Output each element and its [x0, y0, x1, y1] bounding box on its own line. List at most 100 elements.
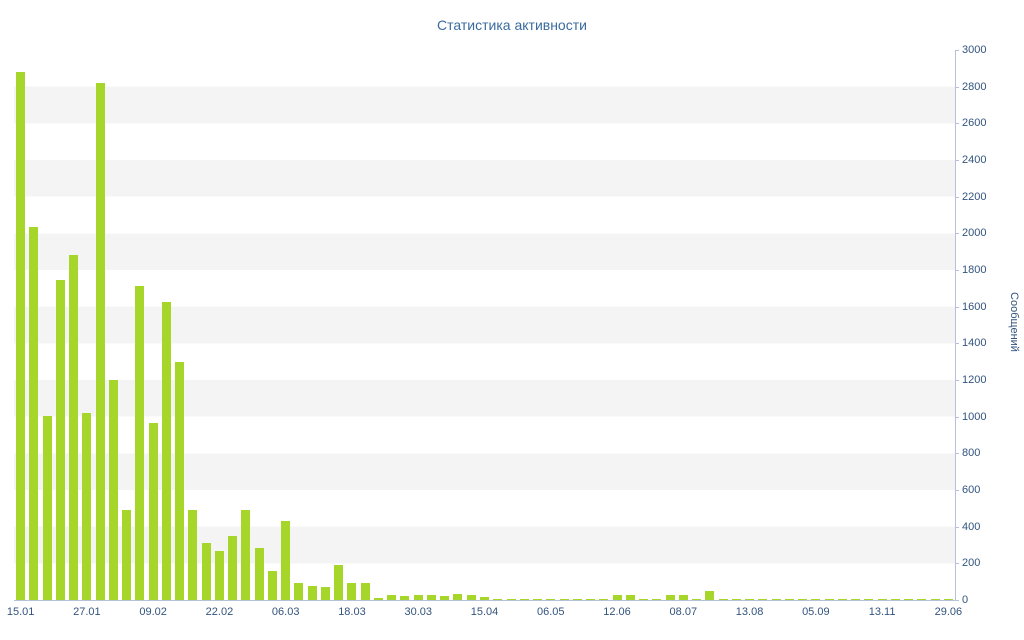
y-tick-label: 0 — [962, 594, 969, 606]
bar — [533, 599, 542, 600]
y-tick-label: 400 — [962, 520, 981, 533]
bar — [572, 599, 582, 600]
bar — [294, 582, 304, 600]
y-tick-label: 600 — [962, 484, 981, 496]
bar — [373, 598, 383, 600]
bar — [16, 72, 26, 600]
y-tick-mark — [955, 160, 959, 161]
x-tick-label: 15.04 — [470, 606, 499, 618]
x-tick-label: 05.09 — [802, 606, 830, 618]
bar — [42, 415, 52, 600]
y-tick-mark — [955, 270, 959, 271]
bar — [718, 599, 728, 600]
bar — [241, 510, 251, 600]
bar — [652, 598, 662, 600]
chart-title: Статистика активности — [437, 17, 587, 33]
x-tick-label: 13.11 — [868, 606, 896, 618]
bar — [320, 587, 330, 600]
bar — [625, 595, 635, 600]
bar — [546, 598, 556, 600]
bar — [55, 280, 65, 600]
bar — [188, 510, 198, 600]
y-tick-mark — [955, 526, 959, 528]
y-tick-mark — [955, 380, 959, 381]
bar — [665, 594, 675, 600]
y-tick-label: 1600 — [962, 300, 987, 313]
bar — [599, 599, 609, 600]
bar — [798, 599, 808, 600]
bar — [135, 285, 145, 600]
bar — [307, 586, 317, 600]
bar — [493, 598, 503, 600]
bar — [864, 599, 874, 600]
bar — [851, 599, 861, 600]
bar — [519, 598, 529, 600]
x-tick-label: 15.01 — [6, 606, 35, 618]
x-tick-label: 29.06 — [934, 606, 963, 618]
bar — [426, 594, 436, 600]
bar — [201, 543, 211, 600]
bar — [771, 599, 781, 600]
bar — [811, 599, 821, 600]
y-tick-label: 1200 — [962, 374, 987, 386]
bar — [612, 594, 622, 600]
y-tick-mark — [955, 196, 959, 198]
bar — [943, 599, 953, 600]
bar — [506, 599, 516, 600]
y-tick-mark — [955, 563, 959, 565]
x-tick-label: 12.06 — [603, 606, 631, 618]
x-tick-label: 13.08 — [735, 606, 764, 618]
y-tick-mark — [955, 306, 959, 308]
y-tick-label: 1800 — [962, 264, 987, 276]
bar — [175, 361, 185, 600]
x-tick-label: 06.03 — [271, 606, 300, 618]
x-tick-label: 18.03 — [338, 606, 366, 618]
y-tick-label: 800 — [962, 447, 981, 460]
bar — [784, 599, 794, 600]
y-tick-mark — [955, 123, 959, 125]
bar — [148, 423, 158, 600]
bar — [29, 226, 39, 600]
bar — [758, 599, 768, 600]
bar — [413, 595, 423, 600]
bar — [692, 598, 702, 600]
x-tick-label: 08.07 — [669, 606, 698, 618]
y-tick-mark — [955, 233, 959, 235]
y-tick-mark — [955, 453, 959, 455]
bar — [917, 599, 927, 600]
bar — [466, 595, 476, 600]
bar — [678, 595, 688, 600]
bar — [440, 596, 450, 600]
y-tick-mark — [955, 490, 959, 491]
bar — [387, 595, 397, 600]
y-tick-label: 3000 — [962, 44, 987, 56]
x-tick-label: 06.05 — [537, 606, 565, 618]
y-tick-label: 1400 — [962, 337, 987, 350]
bar — [82, 413, 92, 600]
bar — [890, 599, 900, 600]
y-tick-label: 1000 — [962, 410, 987, 423]
bar — [122, 510, 132, 600]
bar — [69, 255, 79, 600]
bar — [639, 599, 649, 600]
bar — [930, 599, 940, 600]
x-tick-label: 09.02 — [139, 606, 167, 618]
y-tick-label: 2200 — [962, 190, 987, 203]
bar — [214, 551, 224, 600]
bar — [586, 598, 596, 600]
bar — [95, 83, 105, 600]
y-tick-label: 200 — [962, 557, 981, 570]
bar — [360, 582, 370, 600]
bar — [904, 599, 914, 600]
y-tick-label: 2400 — [962, 154, 987, 166]
bar — [254, 547, 264, 600]
bar — [877, 599, 887, 600]
y-tick-mark — [955, 343, 959, 345]
y-tick-mark — [955, 600, 959, 601]
bar — [837, 599, 847, 600]
bar — [228, 535, 238, 600]
y-tick-label: 2800 — [962, 80, 987, 93]
bar — [453, 593, 463, 600]
bar — [347, 582, 357, 600]
bar — [400, 596, 410, 600]
